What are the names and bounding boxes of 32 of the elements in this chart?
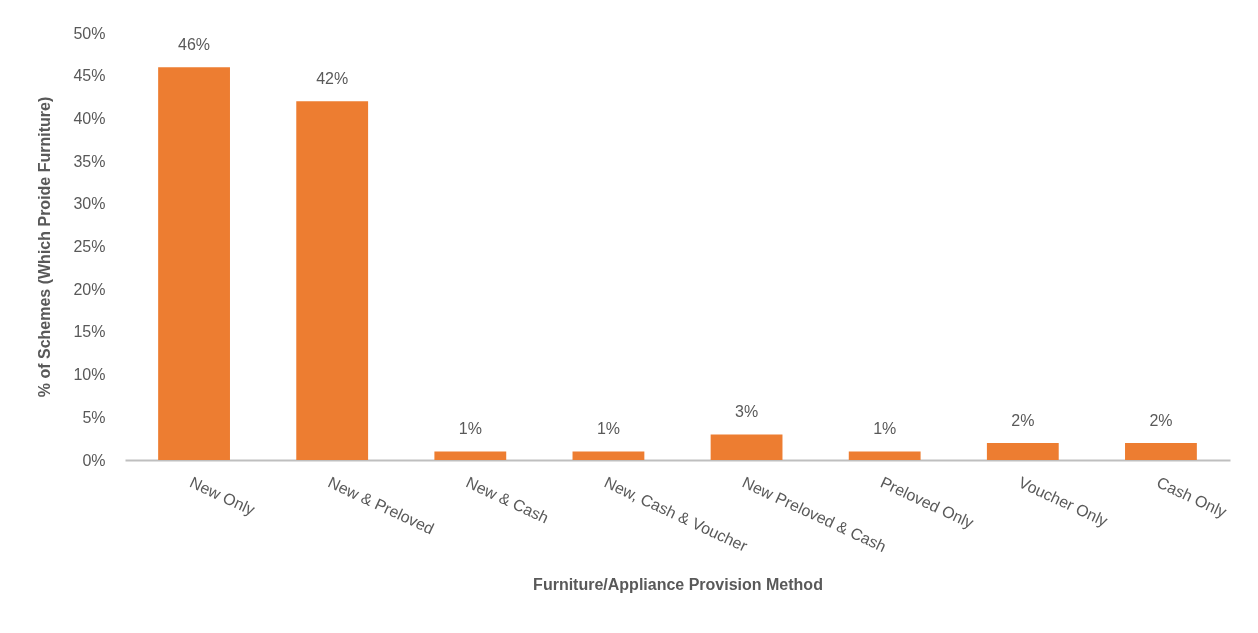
y-tick-label: 20% bbox=[73, 280, 106, 298]
bar bbox=[710, 434, 783, 460]
bar bbox=[296, 101, 369, 460]
bar bbox=[986, 442, 1059, 460]
data-label: 46% bbox=[178, 36, 211, 54]
x-axis-title: Furniture/Appliance Provision Method bbox=[533, 576, 823, 594]
bar bbox=[572, 451, 645, 460]
bar bbox=[1125, 442, 1197, 460]
y-tick-label: 10% bbox=[73, 366, 106, 384]
y-tick-label: 15% bbox=[73, 323, 106, 341]
x-tick-label: Cash Only bbox=[1154, 473, 1230, 521]
data-label: 42% bbox=[316, 70, 349, 88]
data-label: 1% bbox=[873, 420, 897, 438]
data-label: 2% bbox=[1011, 411, 1035, 429]
y-tick-label: 35% bbox=[73, 152, 106, 170]
x-tick-label: New Only bbox=[187, 473, 258, 519]
bar bbox=[848, 451, 921, 460]
y-tick-label: 25% bbox=[73, 238, 106, 255]
y-tick-label: 30% bbox=[73, 195, 106, 213]
y-tick-label: 5% bbox=[82, 408, 106, 426]
y-tick-label: 40% bbox=[73, 109, 106, 127]
data-label: 1% bbox=[458, 420, 482, 438]
bar bbox=[158, 67, 230, 460]
y-tick-label: 45% bbox=[73, 67, 106, 85]
y-tick-label: 50% bbox=[73, 24, 106, 42]
data-label: 1% bbox=[596, 420, 620, 438]
data-label: 2% bbox=[1149, 411, 1173, 429]
data-label: 3% bbox=[735, 403, 759, 421]
bar bbox=[434, 451, 507, 460]
y-axis-title: % of Schemes (Which Proide Furniture) bbox=[36, 96, 54, 398]
x-tick-label: New & Cash bbox=[463, 473, 552, 527]
y-tick-label: 0% bbox=[82, 451, 106, 469]
